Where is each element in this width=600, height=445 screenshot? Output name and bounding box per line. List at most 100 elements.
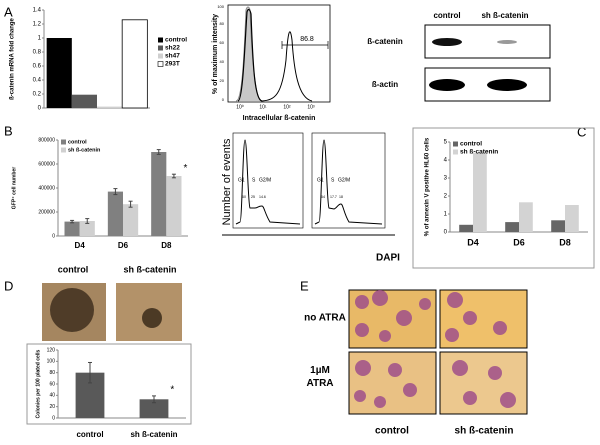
legend-label: sh ß-catenin [68,147,101,153]
axis-label: GFP⁺ cell number [11,167,17,209]
y-tick-label: 1 [444,212,448,218]
column-label: control [433,11,460,20]
y-tick-label: 0.8 [33,50,42,56]
axis-label: % of maximum intensity [212,14,219,94]
bar [166,176,182,236]
y-tick-label: 0.2 [33,92,42,98]
row-label: ß-catenin [367,37,403,46]
phase-percent: 25 [251,195,255,199]
y-tick-label: 60 [220,40,225,45]
legend-swatch [158,37,163,43]
annotation: * [170,385,174,396]
cycle-curve [235,139,301,225]
column-label: control [58,264,89,274]
x-tick-label: D4 [75,241,86,250]
y-tick-label: 40 [49,393,55,399]
y-tick-label: 4 [444,158,448,164]
bar [71,94,97,108]
y-tick-label: 20 [49,404,55,410]
cycle-frame [311,132,386,229]
axis-label: Number of events [221,138,233,225]
phase-label: G2/M [338,177,350,183]
cycle-curve [314,139,383,225]
panel-frame [412,127,595,269]
bar [79,221,95,236]
axis-label: % of annexin V positive HL60 cells [425,137,431,236]
cells [354,290,516,408]
panel-label: A [4,4,13,19]
axis-label: ß-catenin mRNA fold change [10,17,16,99]
flow-frame [227,4,331,103]
x-tick-label: 10⁰ [236,104,244,110]
bar [151,152,167,236]
bar [551,220,565,232]
column-label: control [375,426,409,437]
bar [565,205,579,232]
panel-label: B [4,123,13,138]
row-label: 1µM ATRA [306,365,334,389]
blot-band [432,38,462,46]
x-tick-label: 10² [283,104,291,110]
legend-label: 293T [165,61,180,68]
annotation: * [184,163,188,174]
legend-label: sh47 [165,53,180,60]
legend-label: control [460,141,482,148]
x-tick-label: D4 [467,237,479,247]
bar [107,191,123,236]
y-tick-label: 800000 [38,137,55,143]
y-tick-label: 80 [220,21,225,26]
bar [459,224,473,232]
row-label: no ATRA [304,313,346,324]
panel-label: E [300,278,309,293]
bar [519,202,533,232]
phase-percent: 64 [321,195,325,199]
axis-label: Colonies per 100 plated cells [35,349,41,418]
y-tick-label: 120 [47,347,56,353]
gate-value: 86.8 [300,36,314,43]
y-tick-label: 1.2 [33,22,42,28]
y-tick-label: 0 [38,106,42,112]
bar [121,19,148,109]
y-tick-label: 20 [220,78,225,83]
y-tick-label: 3 [444,176,448,182]
y-tick-label: 80 [49,370,55,376]
legend-swatch [453,141,458,147]
y-tick-label: 200000 [38,209,55,215]
panel-frame [26,343,192,425]
bar [473,152,487,232]
x-tick-label: 10³ [307,104,315,110]
legend-label: control [165,37,187,44]
y-tick-label: 0.4 [33,78,42,84]
legend-swatch [158,53,163,59]
blot-band [429,79,465,91]
y-tick-label: 2 [444,194,448,200]
column-label: sh ß-catenin [455,426,514,437]
phase-label: G1 [317,177,324,183]
y-tick-label: 0 [444,230,448,236]
legend-swatch [61,139,66,145]
phase-percent: 17.7 [330,195,337,199]
x-tick-label: sh ß-catenin [130,430,177,439]
legend-swatch [453,149,458,155]
y-tick-label: 60 [49,381,55,387]
colony [50,288,94,332]
y-tick-label: 0 [52,415,55,421]
bar [123,204,139,236]
bar [46,38,72,108]
legend-label: sh22 [165,45,180,52]
blot-band [497,40,517,44]
y-tick-label: 5 [444,140,448,146]
phase-percent: 18 [339,195,343,199]
phase-label: S [331,177,335,183]
column-label: sh ß-catenin [481,11,528,20]
y-tick-label: 0 [222,97,225,102]
axis-label: Intracellular ß-catenin [243,115,316,122]
blot-band [487,79,527,91]
y-tick-label: 100 [47,359,56,365]
x-tick-label: D8 [559,237,571,247]
panel-label: D [4,278,13,293]
y-tick-label: 100 [217,4,224,9]
phase-percent: 60 [242,195,246,199]
